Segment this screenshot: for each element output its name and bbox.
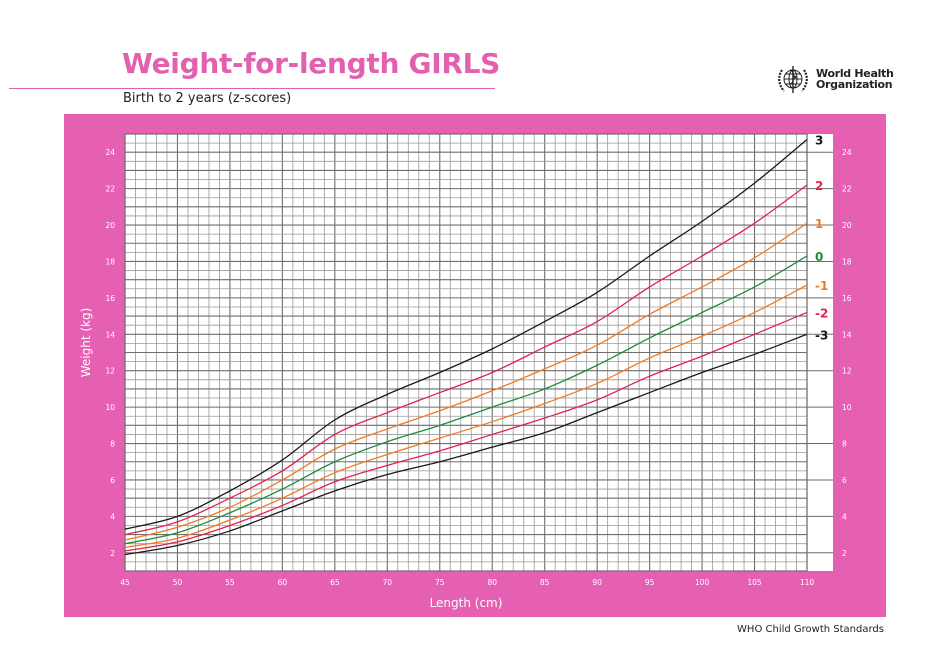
y-tick-left: 6	[110, 476, 115, 485]
z-label-0: 0	[815, 250, 823, 264]
y-tick-right: 6	[842, 476, 847, 485]
y-tick-right: 16	[842, 294, 852, 303]
y-tick-right: 14	[842, 330, 852, 339]
z-curve--1	[124, 284, 808, 548]
x-tick: 45	[120, 578, 130, 587]
org-name-line2: Organization	[816, 78, 893, 91]
z-label-2: 2	[815, 179, 823, 193]
title-divider	[9, 88, 495, 89]
x-tick: 80	[487, 578, 497, 587]
chart-frame: 3 2 1 0 -1 -2 -3 2 2 4 4 6 6 8 8 10 10 12 12 14 14 16 16 18 18 20…	[64, 114, 886, 617]
z-curve--3	[124, 333, 808, 556]
z-curve-0	[124, 255, 808, 545]
x-axis-label: Length (cm)	[430, 596, 503, 610]
y-tick-left: 2	[110, 549, 115, 558]
y-tick-right: 18	[842, 257, 852, 266]
z-label--3: -3	[815, 328, 828, 342]
y-tick-right: 8	[842, 440, 847, 449]
z-label--1: -1	[815, 279, 828, 293]
y-tick-right: 22	[842, 185, 852, 194]
who-emblem-icon	[778, 66, 808, 93]
z-label-3: 3	[815, 133, 823, 147]
x-tick: 105	[747, 578, 762, 587]
org-name: World Health Organization	[816, 68, 894, 90]
y-tick-left: 14	[105, 330, 115, 339]
x-tick: 90	[592, 578, 602, 587]
y-tick-right: 12	[842, 367, 852, 376]
page-title: Weight-for-length GIRLS	[122, 47, 501, 80]
y-tick-right: 4	[842, 512, 847, 521]
y-tick-right: 24	[842, 148, 852, 157]
y-tick-left: 16	[105, 294, 115, 303]
y-tick-left: 10	[105, 403, 115, 412]
footer-source: WHO Child Growth Standards	[737, 624, 884, 635]
y-tick-left: 22	[105, 185, 115, 194]
page-subtitle: Birth to 2 years (z-scores)	[123, 91, 292, 106]
y-tick-right: 20	[842, 221, 852, 230]
x-tick: 85	[540, 578, 550, 587]
y-axis-label: Weight (kg)	[79, 308, 93, 378]
y-tick-left: 8	[110, 440, 115, 449]
x-tick: 50	[173, 578, 183, 587]
x-tick: 55	[225, 578, 235, 587]
y-tick-left: 24	[105, 148, 115, 157]
y-tick-left: 4	[110, 512, 115, 521]
x-tick: 75	[435, 578, 445, 587]
who-logo: World Health Organization	[774, 62, 894, 96]
org-name-line1: World Health	[816, 67, 894, 80]
z-curve-3	[124, 138, 808, 530]
z-curve-1	[124, 222, 808, 541]
y-tick-left: 12	[105, 367, 115, 376]
x-tick: 65	[330, 578, 340, 587]
z-curve-2	[124, 184, 808, 536]
x-tick: 70	[383, 578, 393, 587]
grid-lines	[124, 133, 833, 572]
y-tick-left: 18	[105, 257, 115, 266]
x-tick: 60	[278, 578, 288, 587]
x-tick: 100	[695, 578, 710, 587]
x-tick: 95	[645, 578, 655, 587]
y-tick-right: 10	[842, 403, 852, 412]
x-tick: 110	[800, 578, 815, 587]
z-curve--2	[124, 311, 808, 552]
z-score-curves: 3 2 1 0 -1 -2 -3	[124, 133, 828, 556]
y-tick-left: 20	[105, 221, 115, 230]
y-tick-right: 2	[842, 549, 847, 558]
z-label--2: -2	[815, 306, 828, 320]
z-label-1: 1	[815, 217, 823, 231]
